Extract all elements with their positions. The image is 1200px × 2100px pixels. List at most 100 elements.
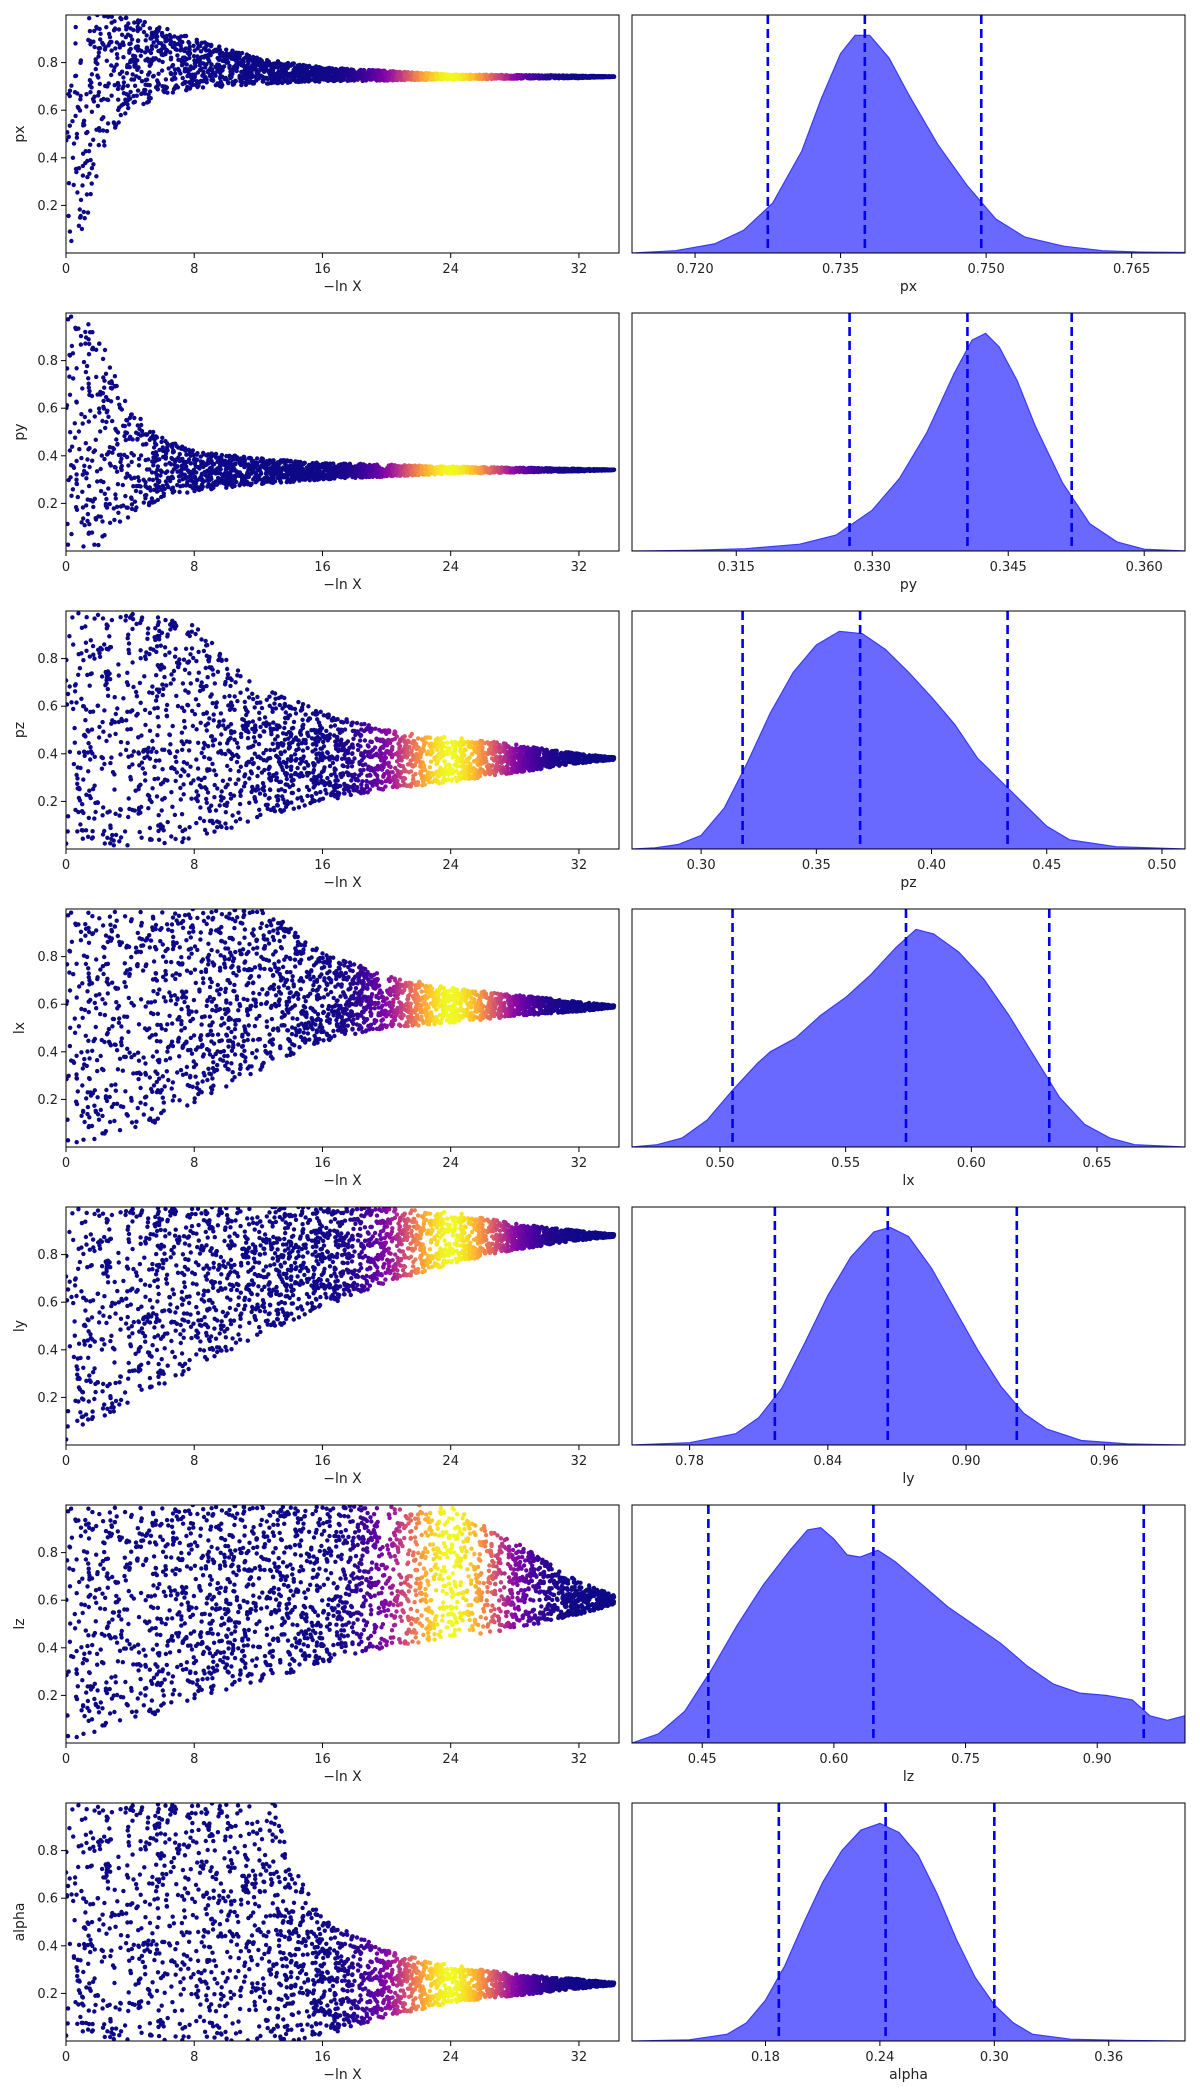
sample-point [240, 62, 246, 68]
sample-point [151, 429, 156, 435]
sample-point [138, 490, 143, 495]
sample-point [168, 41, 173, 47]
sample-point [103, 501, 109, 507]
sample-point [81, 118, 87, 124]
sample-point [99, 116, 105, 122]
sample-point [141, 23, 146, 28]
sample-point [131, 77, 137, 82]
sample-point [78, 97, 83, 102]
sample-point [117, 402, 122, 407]
sample-point [85, 129, 90, 135]
sample-point [71, 141, 77, 146]
sample-point [94, 347, 99, 352]
sample-point [227, 453, 232, 458]
axes-frame [65, 14, 620, 254]
sample-point [259, 481, 265, 486]
sample-point [216, 46, 221, 51]
sample-point [301, 471, 306, 476]
sample-point [126, 97, 131, 103]
sample-point [354, 73, 359, 79]
sample-point [191, 54, 197, 59]
sample-point [184, 475, 189, 481]
sample-point [290, 61, 296, 67]
sample-point [204, 77, 209, 82]
sample-point [143, 77, 148, 83]
sample-point [299, 474, 304, 479]
sample-point [141, 477, 146, 482]
sample-point [76, 429, 82, 434]
sample-point [114, 437, 119, 442]
sample-point [110, 418, 115, 424]
sample-point [79, 226, 85, 232]
sample-point [252, 474, 258, 480]
sample-point [217, 476, 222, 482]
sample-point [213, 83, 218, 88]
sample-point [66, 130, 70, 135]
sample-point [84, 92, 89, 97]
sample-point [209, 465, 214, 470]
sample-point [89, 181, 94, 186]
sample-point [103, 371, 109, 376]
sample-point [150, 500, 155, 505]
sample-point [195, 451, 200, 456]
sample-point [224, 485, 229, 490]
sample-point [182, 81, 187, 86]
sample-point [113, 492, 118, 497]
sample-point [98, 488, 104, 494]
sample-point [89, 109, 95, 115]
sample-point [143, 87, 148, 93]
sample-point [90, 458, 95, 463]
sample-point [342, 70, 347, 75]
sample-point [103, 83, 108, 89]
sample-point [119, 407, 125, 412]
sample-point [116, 83, 121, 88]
sample-point [86, 385, 92, 390]
sample-point [133, 430, 139, 435]
sample-point [288, 463, 293, 469]
sample-point [87, 392, 92, 398]
sample-point [124, 27, 129, 32]
sample-point [225, 52, 231, 57]
sample-point [135, 475, 141, 480]
sample-point [117, 519, 123, 524]
sample-point [450, 77, 455, 82]
sample-point [146, 96, 152, 101]
sample-point [132, 99, 138, 105]
sample-point [173, 71, 178, 76]
sample-point [288, 458, 293, 464]
sample-point [313, 64, 319, 69]
sample-point [186, 39, 191, 45]
sample-point [66, 134, 72, 139]
sample-point [503, 466, 509, 471]
sample-point [565, 75, 570, 81]
sample-point [277, 61, 282, 66]
sample-point [147, 26, 153, 31]
sample-point [269, 468, 274, 474]
sample-point [85, 457, 90, 462]
sample-point [70, 487, 76, 492]
sample-point [209, 458, 214, 464]
sample-point [126, 422, 132, 427]
sample-point [213, 471, 219, 476]
sample-point [83, 369, 89, 375]
sample-point [180, 476, 186, 481]
sample-point [208, 455, 213, 460]
sample-point [94, 24, 99, 30]
sample-point [267, 68, 272, 74]
sample-point [155, 479, 161, 484]
sample-point [300, 71, 305, 77]
sample-point [97, 26, 102, 32]
sample-point [180, 483, 186, 488]
sample-point [205, 69, 211, 74]
sample-point [292, 471, 298, 476]
sample-point [67, 448, 73, 453]
sample-point [144, 432, 149, 437]
sample-point [277, 461, 282, 466]
sample-point [82, 523, 87, 528]
sample-point [304, 67, 309, 73]
sample-point [147, 500, 152, 506]
sample-point [107, 461, 113, 466]
sample-point [92, 28, 97, 34]
sample-point [78, 60, 83, 65]
sample-point [111, 506, 117, 511]
